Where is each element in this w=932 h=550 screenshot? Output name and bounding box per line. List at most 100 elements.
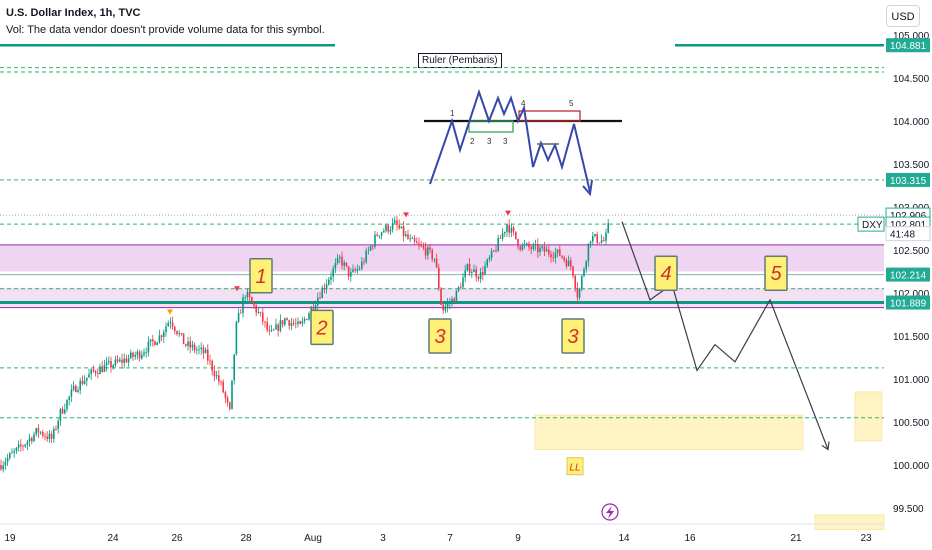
candle xyxy=(134,351,136,360)
candle-body xyxy=(537,244,539,253)
candle xyxy=(367,246,370,255)
candle-body xyxy=(521,244,524,250)
candle-body xyxy=(387,225,389,232)
candle xyxy=(495,245,497,254)
candle xyxy=(288,319,290,330)
candle xyxy=(499,234,502,239)
price-tag-4: 41:48 xyxy=(885,226,931,242)
candle-body xyxy=(561,255,563,258)
candle xyxy=(108,356,110,365)
candle-body xyxy=(165,326,167,333)
candle xyxy=(39,431,42,435)
candle xyxy=(570,256,572,271)
ruler-number: 4 xyxy=(521,99,526,108)
candle-body xyxy=(501,233,504,239)
candle xyxy=(479,267,482,283)
candle xyxy=(402,221,405,242)
candle xyxy=(50,430,53,443)
wave-label-box xyxy=(428,318,452,354)
candle-body xyxy=(354,269,356,271)
price-tag-box xyxy=(886,172,930,187)
candle-body xyxy=(460,287,462,289)
candle xyxy=(101,360,103,373)
candle xyxy=(187,336,189,351)
candle-body xyxy=(61,408,64,414)
symbol-tag-text: DXY xyxy=(862,220,883,231)
peak-marker-1 xyxy=(234,286,240,292)
candle-body xyxy=(270,329,273,331)
candle xyxy=(308,311,310,321)
candle xyxy=(130,349,132,360)
price-tag-box xyxy=(886,295,930,310)
candle-body xyxy=(169,322,172,324)
candle-body xyxy=(189,341,191,348)
candle xyxy=(22,444,24,452)
candle xyxy=(409,234,411,243)
candle-body xyxy=(257,312,260,313)
yellow-zone-0 xyxy=(534,414,804,450)
candle-body xyxy=(209,360,211,362)
candle-body xyxy=(198,348,200,350)
candle-body xyxy=(422,245,425,248)
candle-body xyxy=(138,351,141,359)
candle-body xyxy=(158,335,161,343)
candle-body xyxy=(539,247,541,253)
candle-body xyxy=(20,444,22,447)
candle xyxy=(306,318,308,321)
wave-label-2: 2 xyxy=(310,309,334,346)
candle xyxy=(420,241,422,248)
candle-body xyxy=(528,243,530,248)
candle-body xyxy=(402,226,405,237)
candle xyxy=(398,219,400,230)
candle-body xyxy=(374,234,376,247)
candle xyxy=(576,282,579,303)
candle-body xyxy=(444,306,447,311)
candle-body xyxy=(594,233,596,237)
candle xyxy=(556,249,559,258)
candle-body xyxy=(372,246,374,248)
candle-body xyxy=(479,271,482,279)
candle-body xyxy=(411,238,414,239)
wave-label-1: 1 xyxy=(249,258,273,294)
purple-zone xyxy=(0,244,884,272)
wave-label-text: 3 xyxy=(434,326,445,348)
candle-body xyxy=(39,432,42,433)
candle-body xyxy=(9,453,11,459)
candle-body xyxy=(147,341,150,353)
candle-body xyxy=(301,320,304,324)
candle xyxy=(2,460,4,473)
candle-body xyxy=(391,222,394,230)
candle-body xyxy=(268,329,271,331)
price-tag-6: 101.889 xyxy=(886,295,930,310)
candle-body xyxy=(42,432,44,436)
y-tick-label: 100.000 xyxy=(893,461,930,472)
candle xyxy=(352,264,354,274)
candle xyxy=(88,368,90,378)
candle-body xyxy=(356,269,359,271)
candle-body xyxy=(297,321,299,324)
x-tick-label: 28 xyxy=(240,533,252,544)
candle xyxy=(116,354,119,364)
candle xyxy=(259,311,262,317)
candle xyxy=(603,236,605,242)
candle xyxy=(341,251,343,270)
candle xyxy=(506,224,508,237)
candle xyxy=(242,293,244,318)
candle xyxy=(176,330,178,336)
candle xyxy=(339,254,341,264)
candle xyxy=(99,363,101,375)
candle-body xyxy=(55,428,57,430)
candle-body xyxy=(420,244,422,246)
candle-body xyxy=(475,269,477,278)
currency-button[interactable]: USD xyxy=(886,5,920,27)
candle-body xyxy=(130,352,132,359)
candle-body xyxy=(108,360,110,363)
candle xyxy=(220,380,222,386)
candle-body xyxy=(143,352,145,355)
candle-body xyxy=(136,351,139,356)
candle xyxy=(218,370,220,386)
ruler-arrowhead xyxy=(582,179,593,197)
candle xyxy=(229,401,231,411)
x-tick-label: 3 xyxy=(380,533,386,544)
